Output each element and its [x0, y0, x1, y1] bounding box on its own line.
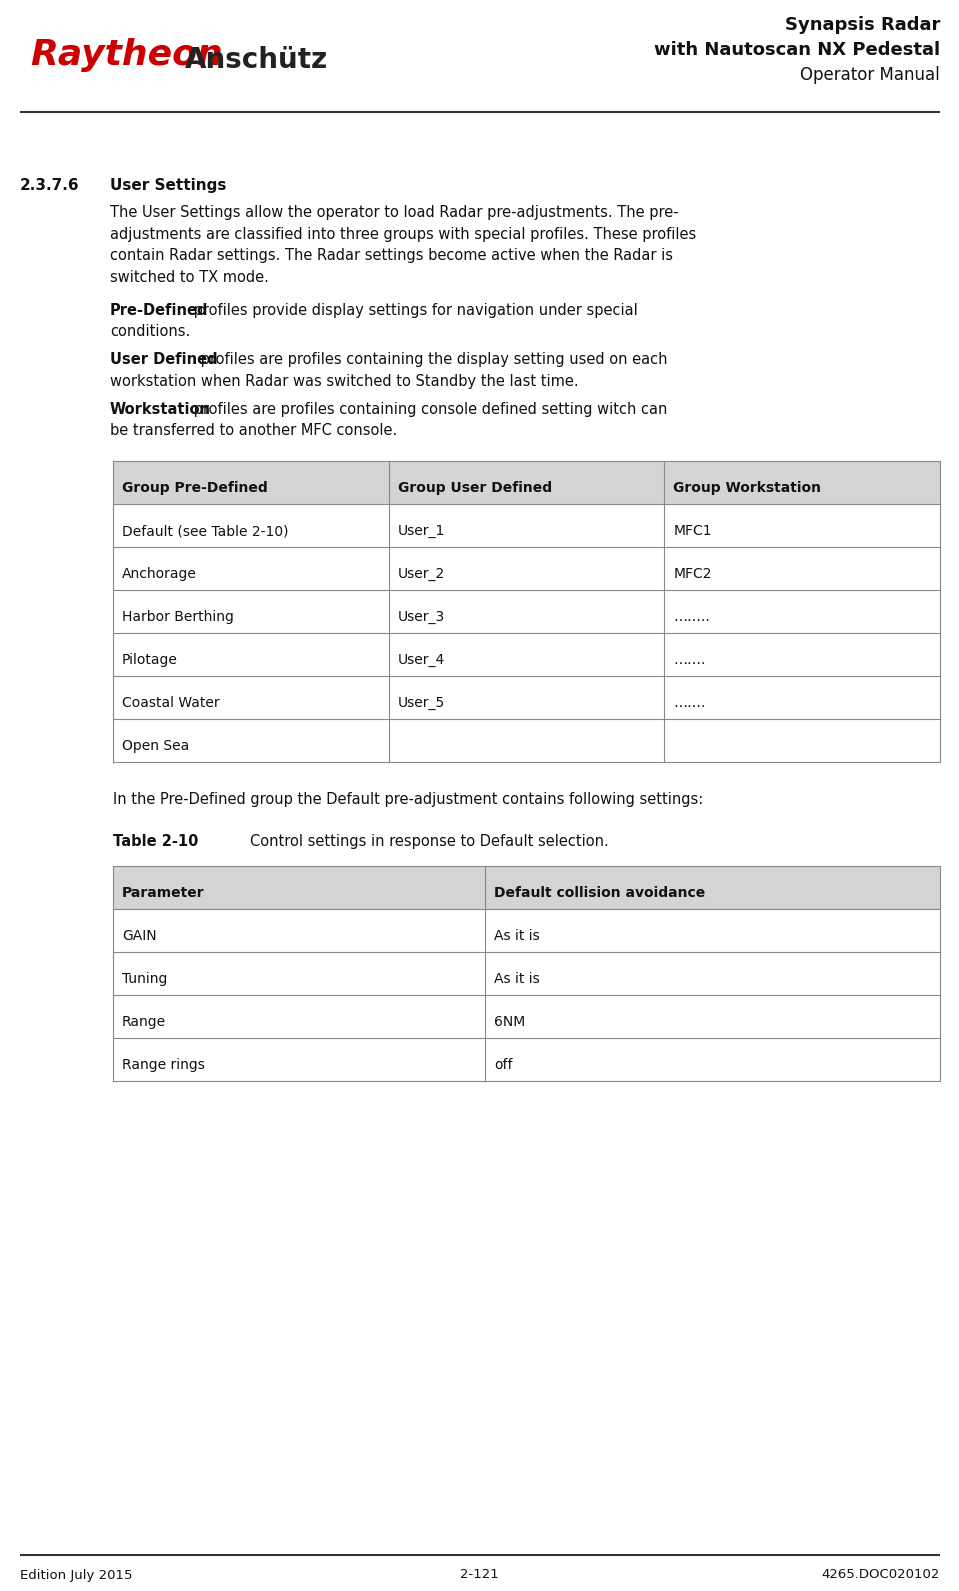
- Text: Tuning: Tuning: [122, 972, 168, 986]
- Text: MFC2: MFC2: [673, 566, 712, 581]
- Text: GAIN: GAIN: [122, 929, 156, 943]
- Text: Open Sea: Open Sea: [122, 740, 189, 753]
- Text: Raytheon: Raytheon: [30, 38, 222, 72]
- Bar: [113, 953, 485, 996]
- Bar: [113, 910, 485, 953]
- Text: Table 2-10: Table 2-10: [113, 835, 199, 850]
- Text: …….: …….: [673, 654, 706, 667]
- Text: User_3: User_3: [398, 611, 445, 624]
- Text: off: off: [494, 1058, 513, 1072]
- Text: be transferred to another MFC console.: be transferred to another MFC console.: [110, 423, 397, 439]
- Text: User_2: User_2: [398, 566, 445, 581]
- Text: Harbor Berthing: Harbor Berthing: [122, 611, 234, 624]
- Text: Operator Manual: Operator Manual: [800, 65, 940, 84]
- Bar: [388, 719, 665, 762]
- Text: Group Pre-Defined: Group Pre-Defined: [122, 480, 268, 495]
- Text: Group Workstation: Group Workstation: [673, 480, 821, 495]
- Bar: [665, 590, 940, 633]
- Text: User Settings: User Settings: [110, 178, 226, 193]
- Text: adjustments are classified into three groups with special profiles. These profil: adjustments are classified into three gr…: [110, 226, 696, 242]
- Bar: [665, 676, 940, 719]
- Text: Parameter: Parameter: [122, 886, 204, 901]
- Text: The User Settings allow the operator to load Radar pre-adjustments. The pre-: The User Settings allow the operator to …: [110, 205, 679, 220]
- Text: profiles are profiles containing the display setting used on each: profiles are profiles containing the dis…: [197, 353, 667, 368]
- Text: User Defined: User Defined: [110, 353, 218, 368]
- Text: Range rings: Range rings: [122, 1058, 205, 1072]
- Bar: [665, 633, 940, 676]
- Text: As it is: As it is: [494, 972, 540, 986]
- Text: with Nautoscan NX Pedestal: with Nautoscan NX Pedestal: [654, 41, 940, 59]
- Text: Default collision avoidance: Default collision avoidance: [494, 886, 706, 901]
- Text: Default (see Table 2-10): Default (see Table 2-10): [122, 523, 289, 538]
- Bar: [485, 910, 940, 953]
- Bar: [485, 867, 940, 910]
- Text: As it is: As it is: [494, 929, 540, 943]
- Text: User_5: User_5: [398, 697, 445, 710]
- Text: User_1: User_1: [398, 523, 445, 538]
- Text: Control settings in response to Default selection.: Control settings in response to Default …: [250, 835, 609, 850]
- Text: profiles provide display settings for navigation under special: profiles provide display settings for na…: [189, 302, 638, 318]
- Text: Edition July 2015: Edition July 2015: [20, 1569, 132, 1581]
- Bar: [388, 590, 665, 633]
- Bar: [388, 676, 665, 719]
- Text: Range: Range: [122, 1015, 166, 1029]
- Text: Coastal Water: Coastal Water: [122, 697, 220, 710]
- Bar: [113, 547, 388, 590]
- Text: Synapsis Radar: Synapsis Radar: [784, 16, 940, 33]
- Text: 2-121: 2-121: [459, 1569, 499, 1581]
- Bar: [665, 547, 940, 590]
- Text: Pilotage: Pilotage: [122, 654, 177, 667]
- Text: Pre-Defined: Pre-Defined: [110, 302, 208, 318]
- Bar: [388, 547, 665, 590]
- Bar: [485, 1039, 940, 1082]
- Text: Group User Defined: Group User Defined: [398, 480, 551, 495]
- Bar: [485, 953, 940, 996]
- Text: Anschütz: Anschütz: [185, 46, 328, 75]
- Bar: [665, 719, 940, 762]
- Text: contain Radar settings. The Radar settings become active when the Radar is: contain Radar settings. The Radar settin…: [110, 248, 673, 263]
- Bar: [388, 633, 665, 676]
- Text: In the Pre-Defined group the Default pre-adjustment contains following settings:: In the Pre-Defined group the Default pre…: [113, 792, 703, 808]
- Text: profiles are profiles containing console defined setting witch can: profiles are profiles containing console…: [189, 403, 667, 417]
- Text: switched to TX mode.: switched to TX mode.: [110, 269, 269, 285]
- Bar: [388, 504, 665, 547]
- Bar: [113, 996, 485, 1039]
- Bar: [113, 676, 388, 719]
- Text: Anchorage: Anchorage: [122, 566, 197, 581]
- Text: 4265.DOC020102: 4265.DOC020102: [822, 1569, 940, 1581]
- Bar: [665, 504, 940, 547]
- Bar: [485, 996, 940, 1039]
- Bar: [113, 633, 388, 676]
- Text: 2.3.7.6: 2.3.7.6: [20, 178, 80, 193]
- Text: 6NM: 6NM: [494, 1015, 526, 1029]
- Bar: [113, 504, 388, 547]
- Bar: [113, 1039, 485, 1082]
- Text: ……..: ……..: [673, 611, 710, 624]
- Text: Workstation: Workstation: [110, 403, 211, 417]
- Bar: [665, 461, 940, 504]
- Bar: [113, 719, 388, 762]
- Text: MFC1: MFC1: [673, 523, 712, 538]
- Bar: [113, 590, 388, 633]
- Bar: [388, 461, 665, 504]
- Bar: [113, 461, 388, 504]
- Text: conditions.: conditions.: [110, 325, 190, 339]
- Text: User_4: User_4: [398, 654, 445, 667]
- Text: …….: …….: [673, 697, 706, 710]
- Text: workstation when Radar was switched to Standby the last time.: workstation when Radar was switched to S…: [110, 374, 578, 390]
- Bar: [113, 867, 485, 910]
